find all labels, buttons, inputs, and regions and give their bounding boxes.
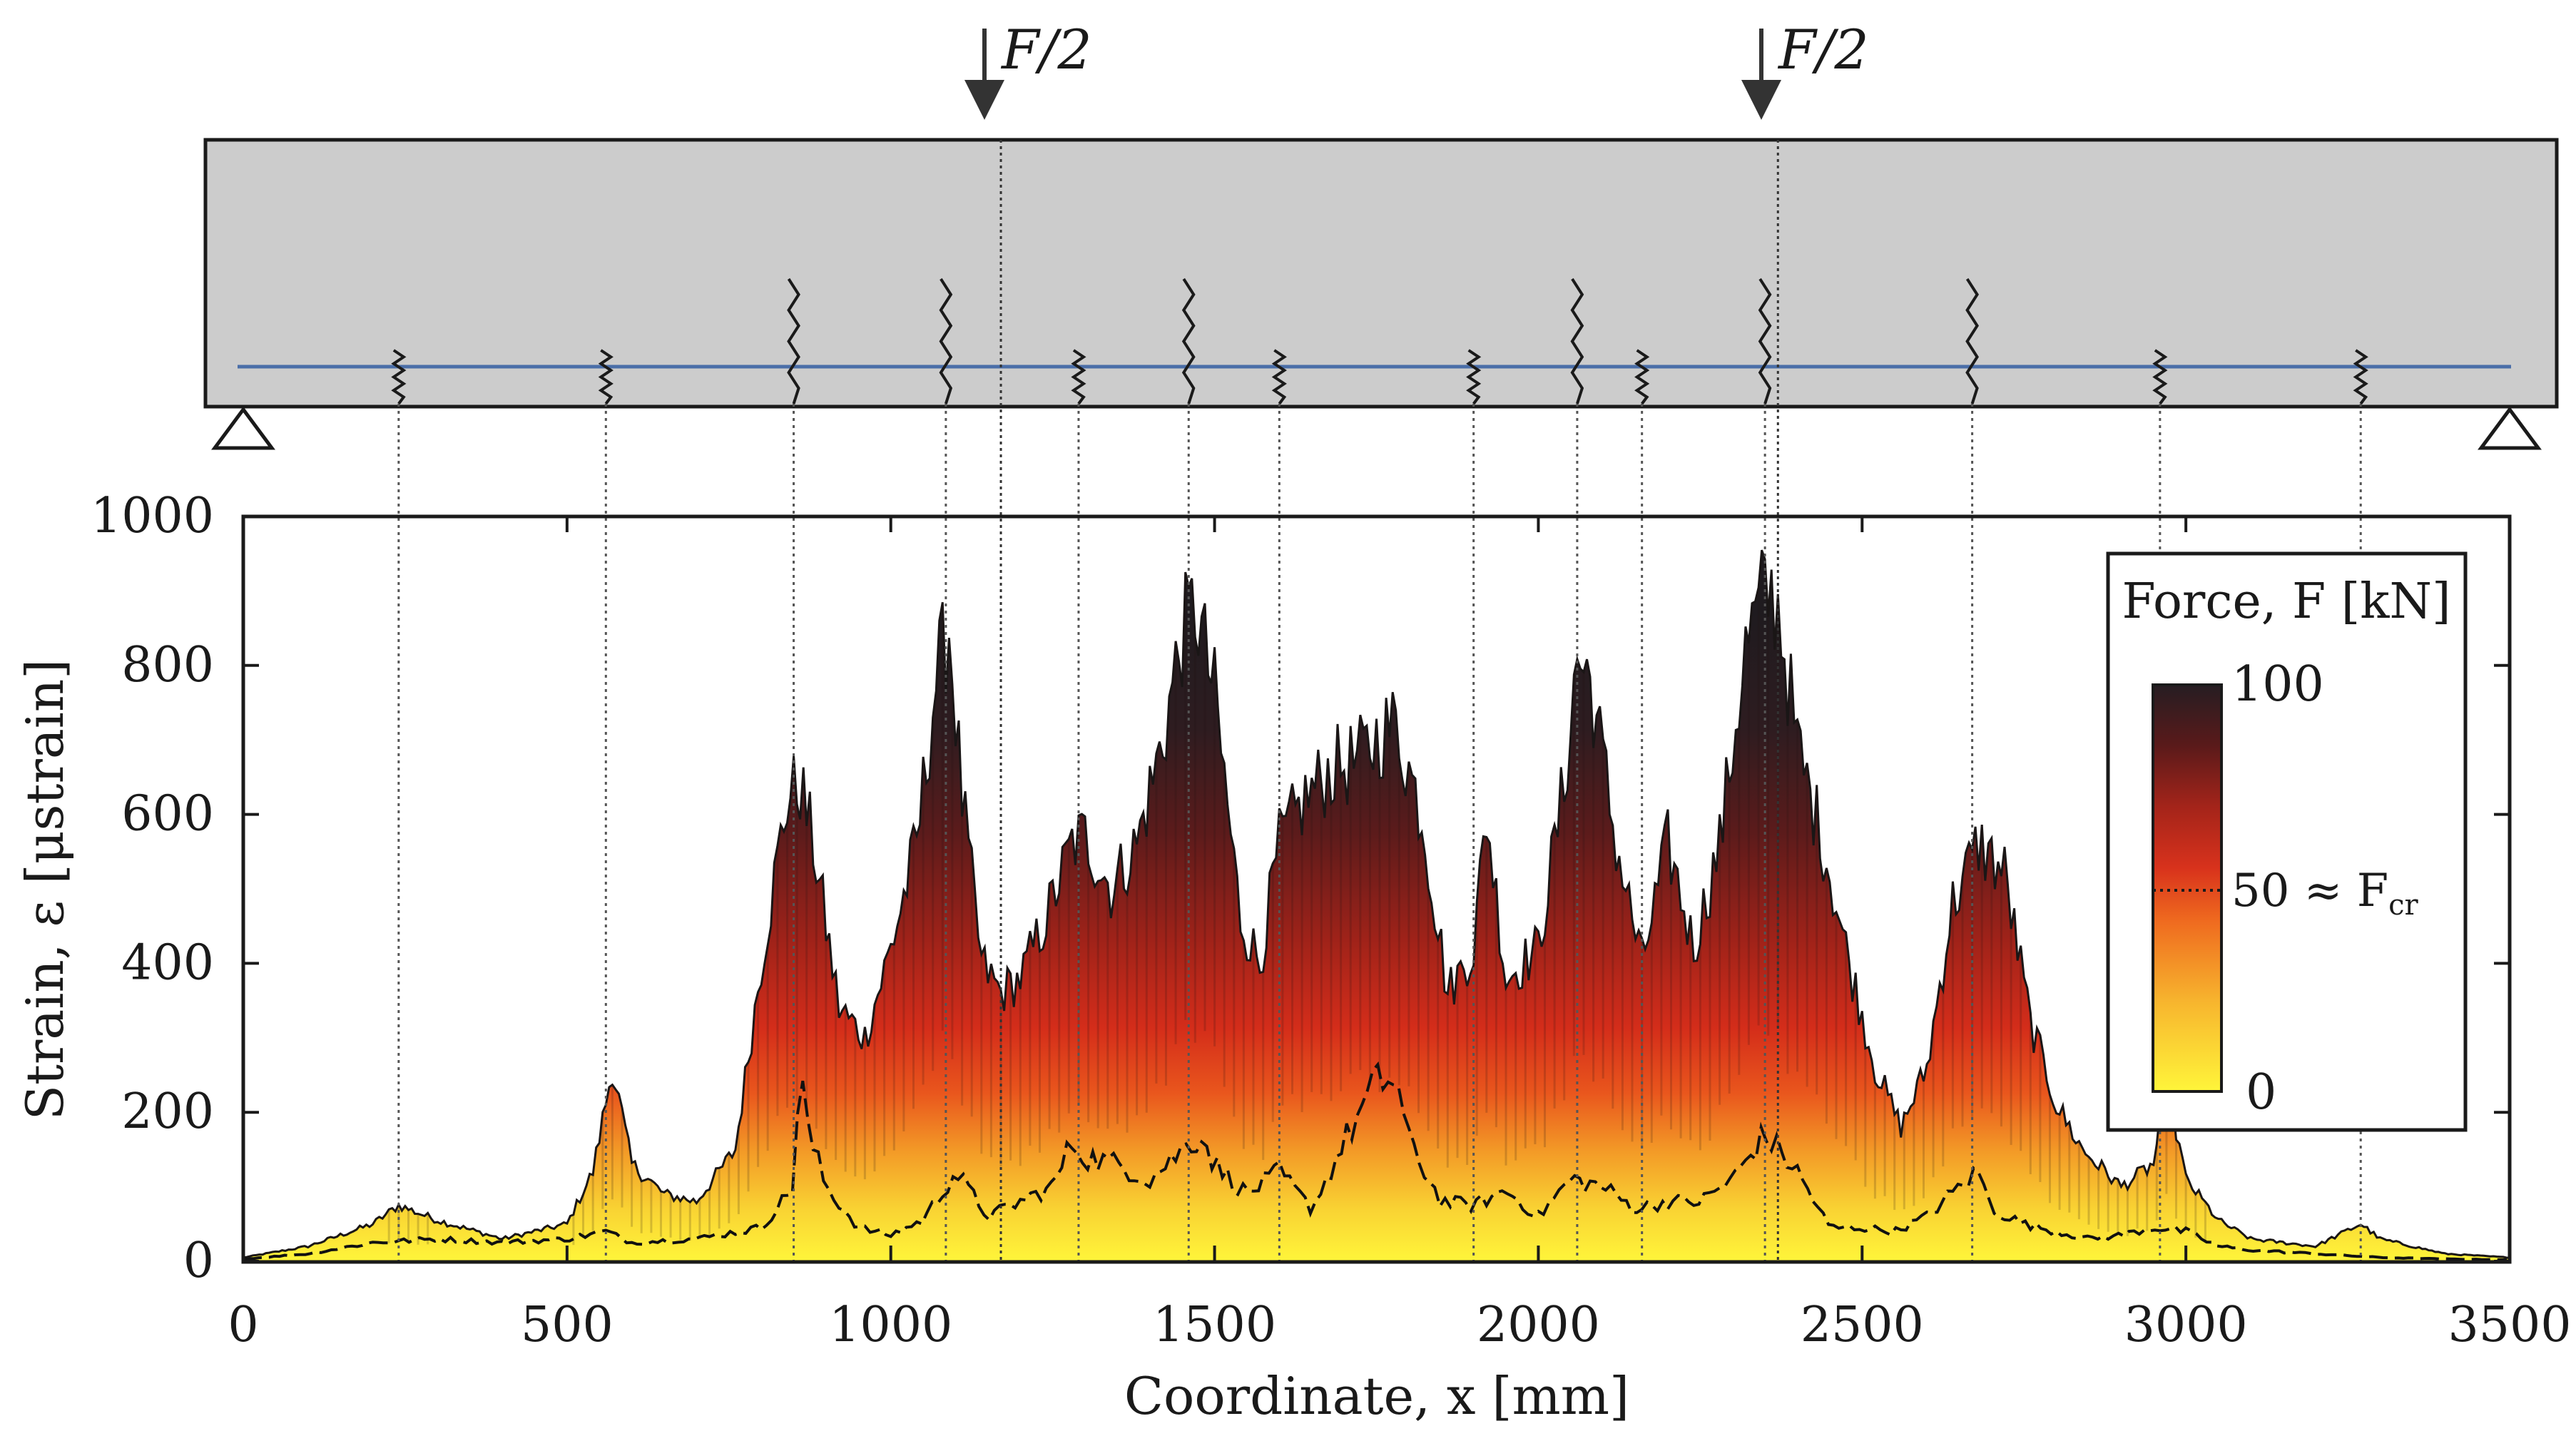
y-tick-label: 1000 — [91, 488, 214, 544]
beam-crack — [1271, 349, 1287, 405]
beam-crack — [939, 277, 953, 404]
x-tick-label: 1500 — [1153, 1297, 1276, 1353]
colorbar-mid-subscript: cr — [2388, 889, 2418, 922]
colorbar — [2152, 683, 2223, 1093]
legend-title: Force, F [kN] — [2122, 574, 2450, 630]
beam-crack — [1758, 277, 1772, 404]
beam-schematic: F/2 F/2 — [203, 18, 2559, 450]
load-arrow-right: F/2 — [1741, 18, 1869, 120]
x-tick-label: 1000 — [829, 1297, 952, 1353]
plot-area — [243, 549, 2510, 1263]
down-arrow-icon — [964, 80, 1004, 120]
load-arrow-left: F/2 — [964, 18, 1092, 120]
x-tick-labels: 0 500 1000 1500 2000 2500 3000 3500 — [228, 1297, 2571, 1353]
y-axis-title: Strain, ε [μstrain] — [15, 659, 75, 1121]
x-tick-label: 3500 — [2448, 1297, 2571, 1353]
beam-crack — [391, 349, 407, 405]
plot-frame — [241, 514, 2512, 1264]
fcr-strain-line — [243, 1061, 2508, 1261]
y-tick-label: 0 — [183, 1233, 214, 1289]
left-support-icon — [211, 406, 275, 450]
beam-crack — [787, 277, 800, 404]
beam-cracks — [391, 277, 2368, 405]
y-tick-labels: 0 200 400 600 800 1000 — [91, 488, 214, 1289]
colorbar-max-label: 100 — [2231, 656, 2324, 713]
down-arrow-icon — [1741, 80, 1781, 120]
x-tick-label: 2500 — [1801, 1297, 1924, 1353]
axis-ticks — [242, 515, 2511, 1263]
crack-guide-lines — [397, 140, 2362, 1261]
y-tick-label: 600 — [121, 786, 214, 842]
right-support-icon — [2478, 406, 2542, 450]
beam-crack — [1965, 277, 1979, 404]
beam-body — [203, 138, 2559, 409]
colorbar-mid-label: 50 ≈ Fcr — [2231, 865, 2419, 922]
beam-crack — [1071, 349, 1086, 405]
y-tick-label: 200 — [121, 1084, 214, 1140]
x-tick-label: 500 — [521, 1297, 614, 1353]
strain-envelope-area — [243, 549, 2510, 1263]
x-tick-label: 2000 — [1477, 1297, 1600, 1353]
beam-crack — [1466, 349, 1482, 405]
colorbar-min-label: 0 — [2246, 1064, 2276, 1121]
load-label-right: F/2 — [1777, 18, 1869, 81]
beam-crack — [598, 349, 614, 405]
y-tick-label: 800 — [121, 637, 214, 693]
beam-crack — [1570, 277, 1584, 404]
beam-crack — [1634, 349, 1650, 405]
x-tick-label: 0 — [228, 1297, 258, 1353]
legend-box: Force, F [kN] 100 50 ≈ Fcr 0 — [2106, 551, 2468, 1132]
beam-crack — [1181, 277, 1196, 404]
beam-crack — [2152, 349, 2168, 405]
y-tick-label: 400 — [121, 935, 214, 991]
beam-crack — [2353, 349, 2368, 405]
x-axis-title: Coordinate, x [mm] — [1124, 1366, 1629, 1426]
load-label-left: F/2 — [1000, 18, 1092, 81]
x-tick-label: 3000 — [2124, 1297, 2248, 1353]
